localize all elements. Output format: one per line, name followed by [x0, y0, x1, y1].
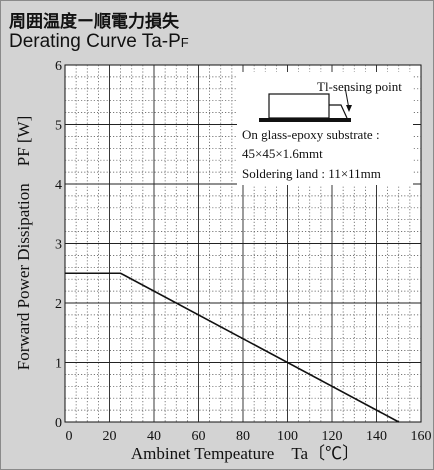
- chart-title-en: Derating Curve Ta-PF: [9, 31, 189, 53]
- chart-title-jp: 周囲温度ー順電力損失: [9, 12, 179, 32]
- y-tick-label: 6: [55, 59, 62, 74]
- annotation-line-3: Soldering land : 11×11mm: [242, 166, 381, 181]
- x-axis-label: Ambinet Tempeature Ta〔℃〕: [131, 444, 359, 463]
- y-tick-label: 4: [55, 178, 62, 193]
- device-icon: [259, 86, 352, 122]
- chart-title-en-symbol: Ta-P: [141, 31, 181, 52]
- x-tick-label: 20: [103, 429, 117, 444]
- x-tick-label: 60: [192, 429, 206, 444]
- x-tick-label: 140: [366, 429, 387, 444]
- y-axis-label: Forward Power Dissipation PF [W]: [14, 116, 33, 371]
- y-tick-labels: 0 1 2 3 4 5 6: [55, 59, 62, 431]
- annotation-line-1: On glass-epoxy substrate :: [242, 127, 380, 142]
- chart-title-en-subscript: F: [180, 35, 189, 50]
- x-tick-label: 0: [66, 429, 73, 444]
- x-tick-labels: 0 20 40 60 80 100 120 140 160: [66, 429, 432, 444]
- y-tick-label: 2: [55, 297, 62, 312]
- chart-title-en-prefix: Derating Curve: [9, 31, 142, 52]
- y-tick-label: 0: [55, 416, 62, 431]
- y-tick-label: 3: [55, 238, 62, 253]
- sensing-point-label: Tl-sensing point: [317, 79, 402, 94]
- x-tick-label: 100: [277, 429, 298, 444]
- x-tick-label: 160: [411, 429, 432, 444]
- annotation-line-2: 45×45×1.6mmt: [242, 146, 323, 161]
- y-tick-label: 5: [55, 119, 62, 134]
- x-tick-label: 40: [147, 429, 161, 444]
- x-tick-label: 80: [236, 429, 250, 444]
- derating-curve-line: [65, 272, 400, 423]
- x-tick-label: 120: [322, 429, 343, 444]
- y-tick-label: 1: [55, 357, 62, 372]
- annotation-box: [237, 72, 413, 185]
